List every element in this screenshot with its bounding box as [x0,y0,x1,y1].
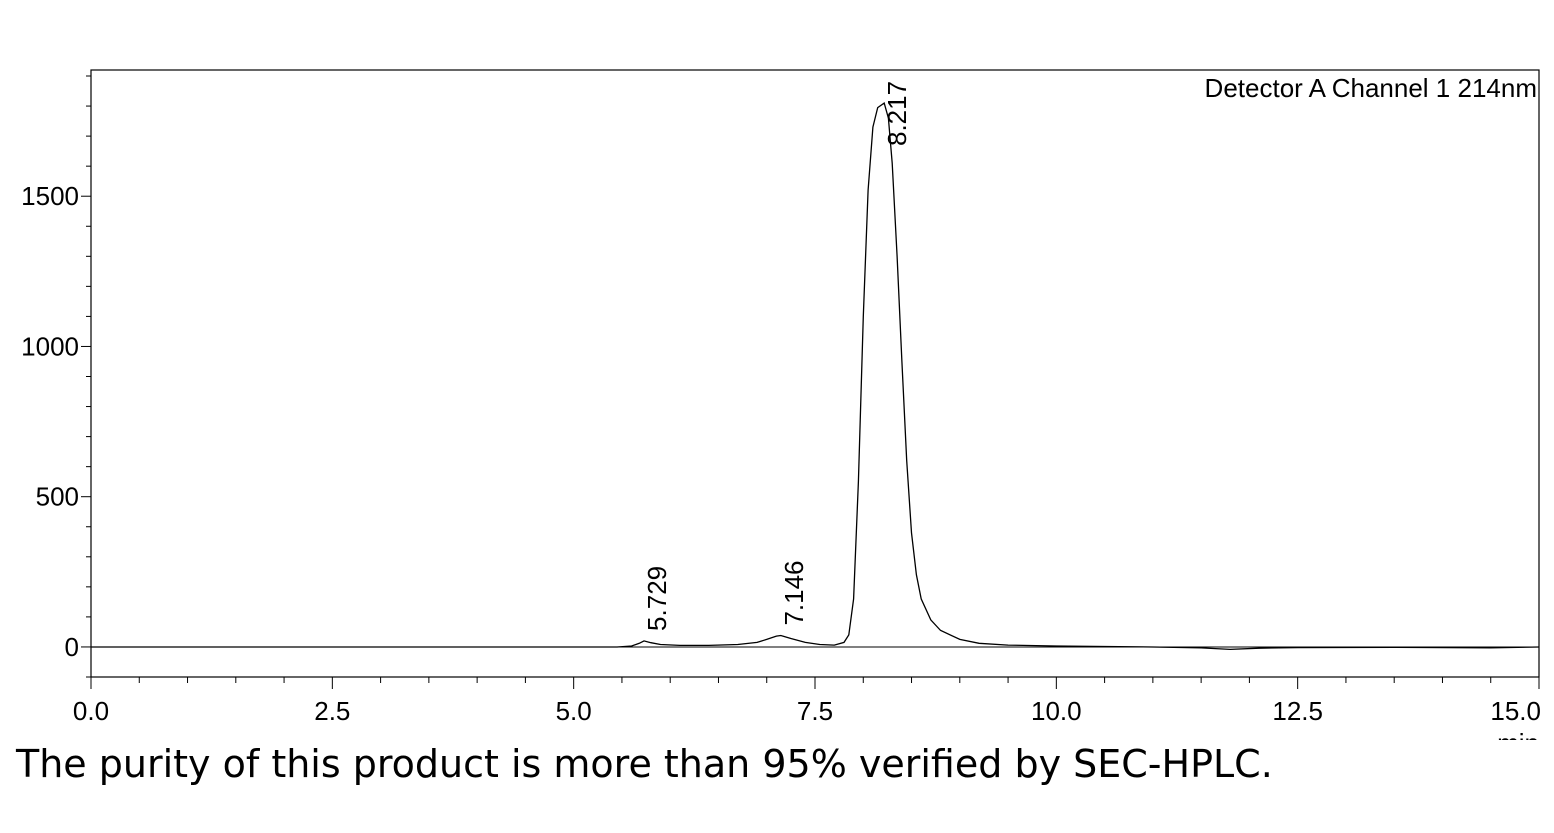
x-tick-label: 15.0 [1490,696,1541,726]
peak-label: 7.146 [779,560,809,625]
purity-caption: The purity of this product is more than … [16,742,1273,786]
detector-legend: Detector A Channel 1 214nm [1205,73,1537,103]
x-tick-label: 0.0 [73,696,109,726]
y-tick-label: 1000 [21,331,79,361]
x-tick-label: 10.0 [1031,696,1082,726]
x-axis-label: min [1497,728,1539,740]
plot-frame [90,69,1540,678]
y-tick-label: 1500 [21,181,79,211]
peak-label: 5.729 [642,566,672,631]
x-tick-label: 7.5 [797,696,833,726]
x-axis: 0.0 2.5 5.0 7.5 10.0 12.5 15.0 [73,677,1541,726]
y-axis: 0 500 1000 1500 [21,181,91,662]
x-tick-label: 12.5 [1272,696,1323,726]
x-tick-label: 2.5 [314,696,350,726]
x-tick-label: 5.0 [556,696,592,726]
peak-labels: 5.729 7.146 8.217 [642,81,912,631]
chromatogram-chart: 0 500 1000 1500 0.0 2.5 5.0 7.5 10.0 12.5 15.0 5.… [21,69,1541,740]
y-minor-ticks [86,75,91,678]
chromatogram-trace [91,102,1540,651]
y-tick-label: 500 [36,482,79,512]
x-minor-ticks [138,677,1492,683]
peak-label: 8.217 [882,81,912,146]
y-tick-label: 0 [65,632,79,662]
